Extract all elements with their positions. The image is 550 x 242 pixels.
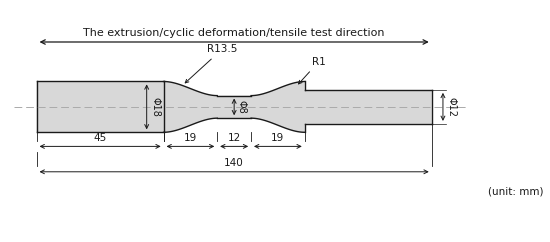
Text: The extrusion/cyclic deformation/tensile test direction: The extrusion/cyclic deformation/tensile…	[84, 28, 385, 38]
Text: 12: 12	[228, 133, 241, 143]
Text: 19: 19	[271, 133, 284, 143]
Text: Φ8: Φ8	[237, 100, 247, 114]
Text: R13.5: R13.5	[185, 45, 237, 83]
Polygon shape	[37, 82, 432, 132]
Text: Φ18: Φ18	[150, 97, 160, 117]
Text: Φ12: Φ12	[447, 97, 456, 117]
Text: 19: 19	[184, 133, 197, 143]
Text: (unit: mm): (unit: mm)	[488, 187, 543, 197]
Text: R1: R1	[299, 57, 326, 84]
Text: 140: 140	[224, 159, 244, 168]
Text: 45: 45	[94, 133, 107, 143]
